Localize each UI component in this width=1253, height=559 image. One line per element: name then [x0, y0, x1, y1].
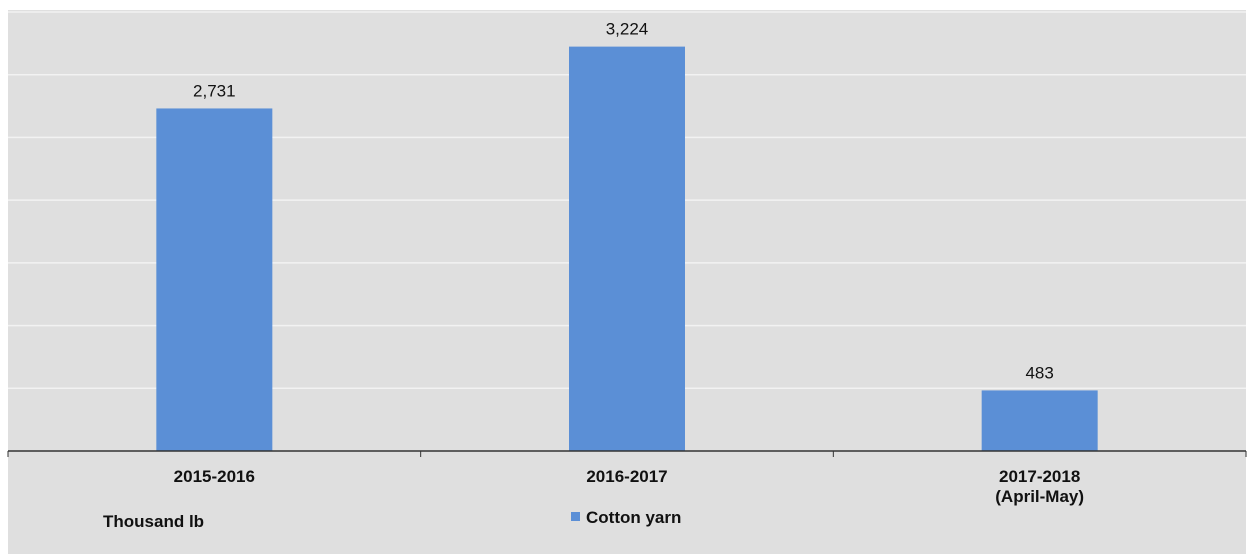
x-axis	[7, 450, 1247, 457]
x-tick-label: 2016-2017	[586, 467, 667, 486]
x-tick-label: 2017-2018 (April-May)	[995, 467, 1084, 506]
legend: Cotton yarn	[571, 508, 681, 527]
data-labels: 2,731 3,224 483	[193, 20, 1054, 383]
data-label: 483	[1025, 363, 1053, 382]
x-tick-label-line: 2016-2017	[586, 467, 667, 486]
bar	[981, 390, 1098, 451]
data-label: 3,224	[606, 20, 649, 39]
data-label: 2,731	[193, 81, 236, 100]
x-tick-label: 2015-2016	[174, 467, 255, 486]
x-tick-label-line: (April-May)	[995, 487, 1084, 506]
unit-label: Thousand lb	[103, 512, 204, 531]
bar	[156, 108, 273, 451]
legend-entry-label: Cotton yarn	[586, 508, 681, 527]
x-tick-labels: 2015-2016 2016-2017 2017-2018 (April-May)	[174, 467, 1084, 506]
bar	[569, 46, 685, 451]
x-tick-label-line: 2015-2016	[174, 467, 255, 486]
bars	[156, 46, 1098, 451]
x-tick-label-line: 2017-2018	[999, 467, 1080, 486]
legend-swatch	[571, 512, 580, 521]
